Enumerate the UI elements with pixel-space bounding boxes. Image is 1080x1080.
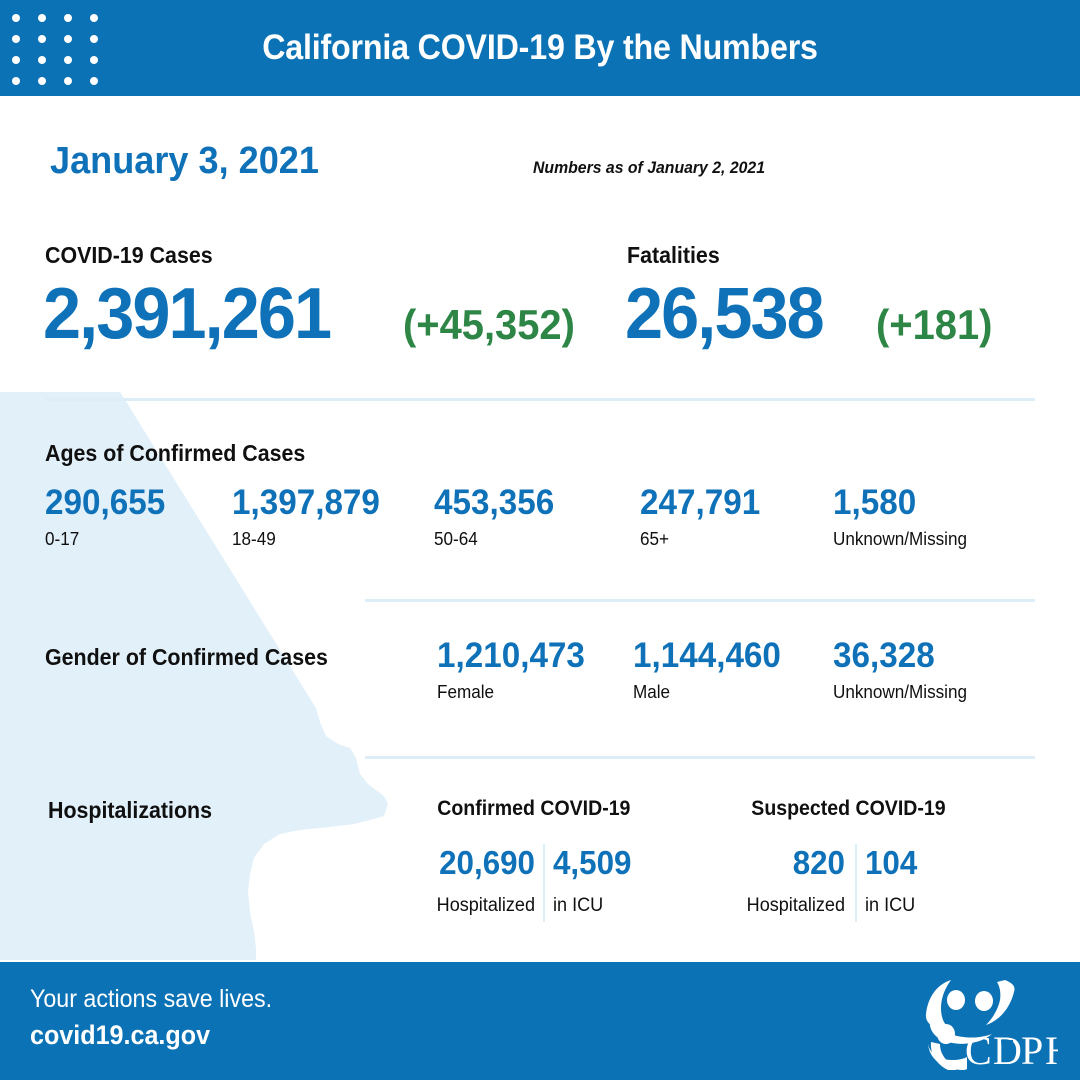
dot-icon	[64, 35, 72, 43]
dot-icon	[90, 56, 98, 64]
dot-icon	[12, 35, 20, 43]
footer-tagline: Your actions save lives.	[30, 985, 273, 1013]
age-value: 247,791	[640, 483, 761, 522]
gender-value: 1,144,460	[633, 636, 781, 675]
hosp-suspected-icu: 104 in ICU	[865, 846, 975, 915]
fatalities-value: 26,538	[625, 274, 825, 354]
dot-icon	[38, 56, 46, 64]
gender-label: Female	[437, 682, 495, 702]
age-label: 18-49	[232, 529, 276, 549]
covid-cases-delta: (+45,352)	[403, 301, 575, 348]
age-value: 290,655	[45, 483, 166, 522]
hosp-label: Hospitalized	[746, 895, 845, 916]
hosp-value: 104	[865, 844, 918, 881]
age-value: 1,580	[833, 483, 917, 522]
cdph-logo: C D P H	[925, 980, 1058, 1070]
dot-icon	[90, 35, 98, 43]
gender-label: Male	[633, 682, 671, 702]
hosp-confirmed-icu: 4,509 in ICU	[553, 846, 673, 915]
hosp-label: in ICU	[865, 895, 916, 916]
hosp-value: 20,690	[439, 844, 535, 881]
dot-icon	[38, 14, 46, 22]
hosp-confirmed-hospitalized: 20,690 Hospitalized	[385, 846, 535, 915]
dot-icon	[64, 77, 72, 85]
covid-cases-label: COVID-19 Cases	[45, 242, 213, 268]
dot-icon	[90, 14, 98, 22]
hosp-vertical-divider	[543, 844, 545, 922]
section-divider	[365, 599, 1035, 602]
page-title: California COVID-19 By the Numbers	[262, 28, 818, 67]
gender-value: 1,210,473	[437, 636, 585, 675]
gender-value: 36,328	[833, 636, 935, 675]
hosp-value: 4,509	[553, 844, 632, 881]
svg-text:P: P	[1021, 1028, 1043, 1070]
gender-section-title: Gender of Confirmed Cases	[45, 644, 328, 670]
age-label: 50-64	[434, 529, 478, 549]
age-label: 65+	[640, 529, 670, 549]
as-of-note: Numbers as of January 2, 2021	[533, 158, 766, 177]
stats-content: January 3, 2021 Numbers as of January 2,…	[0, 96, 1080, 952]
age-label: Unknown/Missing	[833, 529, 968, 549]
hosp-suspected-hospitalized: 820 Hospitalized	[700, 846, 845, 915]
fatalities-delta: (+181)	[876, 301, 993, 348]
dot-grid-decoration	[12, 14, 116, 86]
dot-icon	[64, 56, 72, 64]
dot-icon	[38, 77, 46, 85]
svg-text:C: C	[965, 1028, 992, 1070]
hosp-label: Hospitalized	[436, 895, 535, 916]
hospitalizations-section-title: Hospitalizations	[48, 797, 213, 823]
hosp-column-heading-confirmed: Confirmed COVID-19	[437, 797, 631, 820]
header-bar: California COVID-19 By the Numbers	[0, 0, 1080, 96]
age-label: 0-17	[45, 529, 80, 549]
dot-icon	[12, 14, 20, 22]
report-date: January 3, 2021	[50, 140, 319, 182]
dot-icon	[64, 14, 72, 22]
dot-icon	[12, 56, 20, 64]
footer-bar: Your actions save lives. covid19.ca.gov …	[0, 962, 1080, 1080]
gender-label: Unknown/Missing	[833, 682, 968, 702]
footer-url[interactable]: covid19.ca.gov	[30, 1020, 211, 1050]
section-divider	[365, 756, 1035, 759]
fatalities-label: Fatalities	[627, 242, 720, 268]
section-divider	[45, 398, 1035, 401]
ages-section-title: Ages of Confirmed Cases	[45, 440, 306, 466]
age-value: 453,356	[434, 483, 555, 522]
hosp-vertical-divider	[855, 844, 857, 922]
hosp-column-heading-suspected: Suspected COVID-19	[751, 797, 946, 820]
dot-icon	[90, 77, 98, 85]
dot-icon	[12, 77, 20, 85]
covid-cases-value: 2,391,261	[43, 274, 332, 354]
hosp-label: in ICU	[553, 895, 604, 916]
svg-text:H: H	[1045, 1028, 1058, 1070]
hosp-value: 820	[792, 844, 845, 881]
age-value: 1,397,879	[232, 483, 380, 522]
dot-icon	[38, 35, 46, 43]
